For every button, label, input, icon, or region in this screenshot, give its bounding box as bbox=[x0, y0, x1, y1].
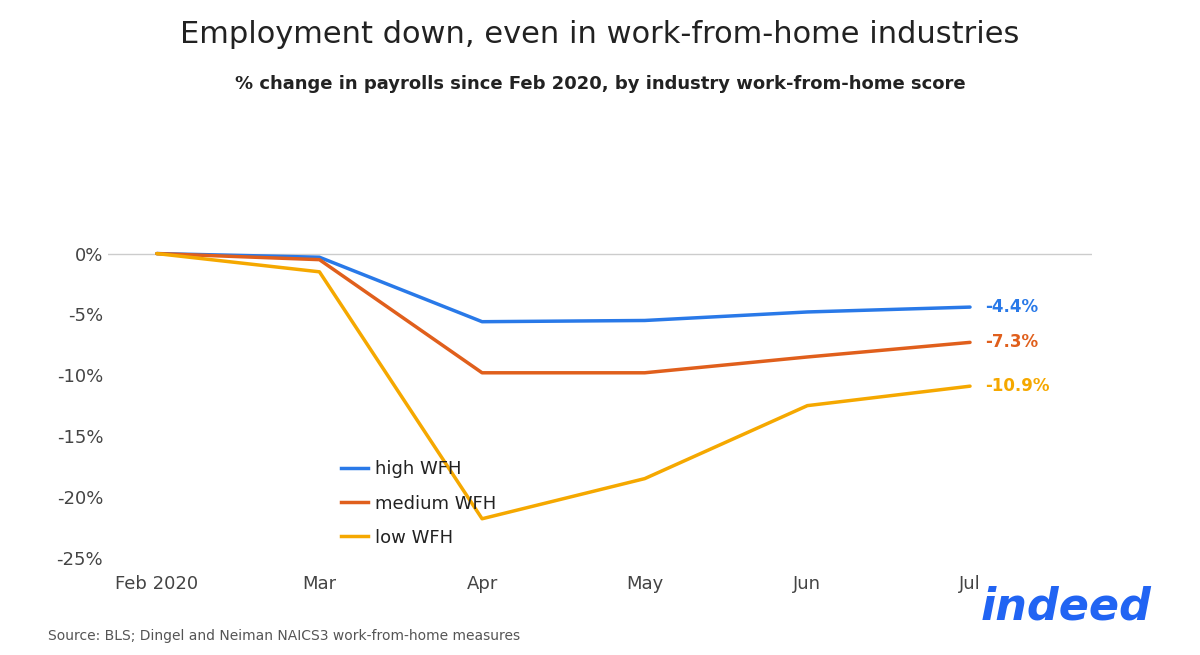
Text: Employment down, even in work-from-home industries: Employment down, even in work-from-home … bbox=[180, 20, 1020, 48]
Text: -10.9%: -10.9% bbox=[985, 377, 1049, 395]
Text: -7.3%: -7.3% bbox=[985, 333, 1038, 351]
Legend: high WFH, medium WFH, low WFH: high WFH, medium WFH, low WFH bbox=[334, 453, 504, 554]
Text: % change in payrolls since Feb 2020, by industry work-from-home score: % change in payrolls since Feb 2020, by … bbox=[235, 75, 965, 93]
Text: indeed: indeed bbox=[982, 586, 1152, 629]
Text: Source: BLS; Dingel and Neiman NAICS3 work-from-home measures: Source: BLS; Dingel and Neiman NAICS3 wo… bbox=[48, 629, 520, 643]
Text: -4.4%: -4.4% bbox=[985, 298, 1038, 316]
